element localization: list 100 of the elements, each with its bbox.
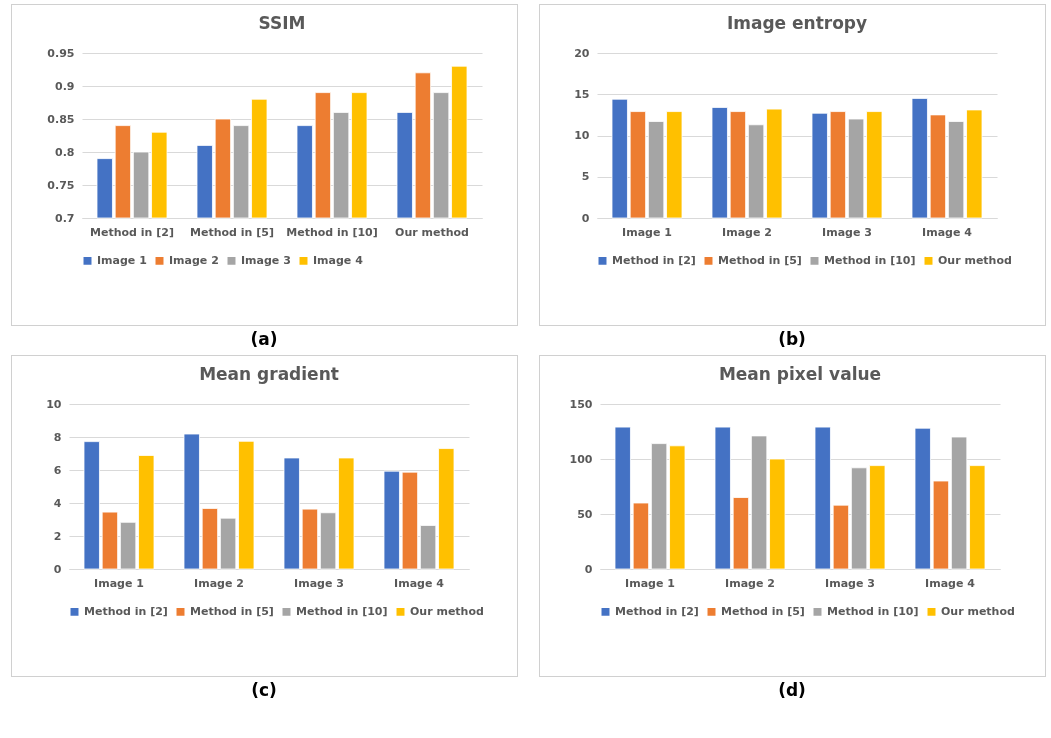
y-tick-label: 0 [53,562,62,576]
bar [337,457,354,570]
bar [611,98,628,219]
bar [647,121,664,219]
bar [947,121,964,219]
legend-label: Method in [10] [827,604,919,618]
y-tick-label: 50 [577,507,593,521]
legend-label: Method in [5] [717,253,802,267]
bar [283,457,300,570]
legend-label: Method in [10] [295,604,388,618]
bar [301,508,318,570]
bar [650,443,668,570]
text: (c) [251,680,277,700]
bar [437,448,454,570]
bar [811,112,828,219]
y-tick-label: 0.75 [47,178,75,192]
bar [237,440,254,570]
x-tick-label: Image 1 [93,576,144,590]
x-tick-label: Image 4 [393,576,444,590]
y-tick-label: 15 [573,87,589,101]
x-tick-label: Image 4 [921,225,972,239]
bar [814,426,831,570]
bar [969,465,986,570]
y-tick-label: 0 [584,562,593,576]
bar [929,114,946,219]
legend-label: Our method [937,253,1012,267]
y-tick-label: 10 [45,397,62,411]
bar [711,107,728,219]
legend-label: Our method [409,604,484,618]
x-tick-label: Image 2 [193,576,244,590]
bar [383,470,400,570]
y-tick-label: 5 [581,170,589,184]
x-tick-label: Image 3 [293,576,344,590]
legend-label: Method in [2] [615,604,699,618]
chart-title: Mean pixel value [718,364,882,384]
x-tick-label: Image 4 [925,576,976,590]
bar [747,124,764,219]
x-tick-label: Method in [5] [190,225,274,239]
bar [750,435,768,570]
bar [850,467,868,570]
bar [765,108,782,219]
y-tick-label: 0.7 [55,211,75,225]
y-tick-label: 150 [569,397,593,411]
bar [632,502,650,570]
legend-label: Method in [5] [721,604,805,618]
legend-label: Our method [941,604,1015,618]
text: (a) [250,329,278,349]
bar [183,433,200,570]
y-tick-label: 0 [581,211,590,225]
text: (d) [778,680,806,700]
legend-label: Method in [10] [823,253,916,267]
bar [401,471,418,570]
legend-label: Image 2 [169,253,219,267]
bar [914,427,931,570]
y-tick-label: 0.95 [47,46,75,60]
bar [83,441,100,570]
legend-label: Method in [5] [189,604,274,618]
legend-label: Method in [2] [611,253,696,267]
y-tick-label: 8 [53,430,61,444]
chart-title: SSIM [258,13,306,33]
bar [865,111,882,219]
bar [950,436,968,570]
legend-label: Method in [2] [83,604,168,618]
bar [669,445,686,570]
bar [829,111,846,219]
bar [629,111,646,219]
y-tick-label: 10 [573,129,590,142]
chart-title: Mean gradient [198,364,339,384]
bar [714,426,731,570]
bar [911,97,928,219]
x-tick-label: Method in [2] [90,225,174,239]
x-tick-label: Image 3 [821,225,872,239]
x-tick-label: Image 3 [825,576,875,590]
y-tick-label: 4 [53,496,62,510]
bar [932,480,950,570]
legend-label: Image 1 [97,253,147,267]
bar [614,426,631,570]
bar [137,455,154,570]
x-tick-label: Image 2 [721,225,772,239]
x-tick-label: Image 1 [621,225,672,239]
bar [319,512,336,570]
bar [665,111,682,219]
x-tick-label: Our method [395,225,469,239]
y-tick-label: 6 [53,463,62,477]
y-tick-label: 0.85 [47,112,75,126]
bar [869,465,886,570]
bar [769,458,786,570]
bar [201,508,218,570]
bar [729,111,746,219]
text: (b) [778,329,806,349]
bar [847,118,864,219]
bar [101,511,118,570]
x-tick-label: Image 2 [725,576,775,590]
bar [832,504,850,570]
y-tick-label: 100 [569,452,593,466]
y-tick-label: 20 [573,46,590,60]
bar [119,521,136,570]
legend-label: Image 4 [313,253,364,267]
y-tick-label: 2 [53,529,61,543]
x-tick-label: Method in [10] [286,225,378,239]
